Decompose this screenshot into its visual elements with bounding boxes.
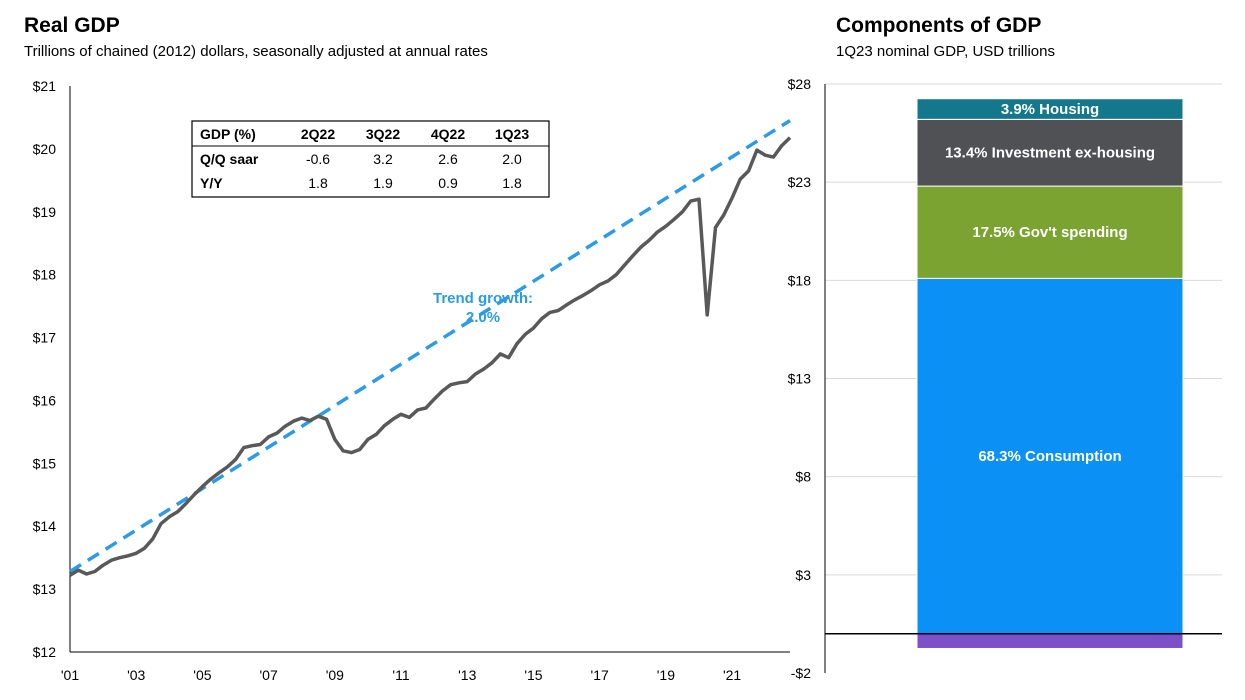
real-gdp-tick-labels: $12 $13 $14 $15 $16 $17 $18 $19 $20 $21 '01 '03 '05 '… [33, 78, 742, 683]
x-tick-label: '15 [524, 667, 542, 683]
segment-label-net-exports: -3.0% Net exports [987, 651, 1113, 668]
y-tick-label: $23 [788, 174, 812, 190]
gdp-growth-table: GDP (%) 2Q22 3Q22 4Q22 1Q23 Q/Q saar -0.… [191, 120, 550, 198]
y-tick-label: $18 [33, 267, 57, 283]
y-tick-label: $28 [788, 76, 812, 92]
table-header-3q22: 3Q22 [366, 126, 400, 142]
segment-label-consumption: 68.3% Consumption [978, 448, 1121, 465]
x-tick-label: '01 [61, 667, 79, 683]
gdp-table-border [191, 120, 550, 198]
trend-growth-label-line2: 2.0% [466, 309, 500, 326]
x-tick-label: '21 [723, 667, 741, 683]
table-row-yy-label: Y/Y [200, 175, 223, 191]
y-tick-label: $15 [33, 455, 57, 471]
table-row-yy-2q22: 1.8 [308, 175, 328, 191]
bar-segment-investment-ex-housing [916, 118, 1184, 187]
y-tick-label: $13 [788, 371, 812, 387]
table-row-qq-3q22: 3.2 [373, 151, 393, 167]
x-tick-label: '11 [392, 667, 409, 683]
x-tick-label: '13 [458, 667, 476, 683]
y-tick-label: $17 [33, 330, 57, 346]
table-row-qq-4q22: 2.6 [438, 151, 458, 167]
right-chart-title: Components of GDP [836, 14, 1042, 37]
table-row-yy-4q22: 0.9 [438, 175, 458, 191]
y-tick-label: $19 [33, 204, 57, 220]
table-row-qq-2q22: -0.6 [306, 151, 330, 167]
y-tick-label: $3 [795, 567, 811, 583]
table-header-2q22: 2Q22 [301, 126, 335, 142]
y-tick-label: $14 [33, 518, 57, 534]
table-header-label: GDP (%) [200, 126, 256, 142]
y-tick-label: $13 [33, 581, 57, 597]
trend-growth-label-line1: Trend growth: [433, 290, 533, 307]
x-tick-label: '17 [591, 667, 609, 683]
table-header-1q23: 1Q23 [495, 126, 529, 142]
y-tick-label: $16 [33, 392, 57, 408]
y-tick-label: $18 [788, 272, 812, 288]
bar-segment-govt-spending [916, 185, 1184, 279]
table-row-yy-3q22: 1.9 [373, 175, 393, 191]
x-tick-label: '03 [127, 667, 145, 683]
table-row-qq-label: Q/Q saar [200, 151, 259, 167]
y-tick-label: $12 [33, 644, 57, 660]
table-row-qq-1q23: 2.0 [502, 151, 522, 167]
segment-label-housing: 3.9% Housing [1001, 101, 1099, 118]
x-tick-label: '09 [326, 667, 344, 683]
left-chart-title: Real GDP [24, 14, 120, 37]
segment-label-investment-ex-housing: 13.4% Investment ex-housing [945, 145, 1155, 162]
y-tick-label: $21 [33, 78, 57, 94]
y-tick-label: $20 [33, 141, 57, 157]
left-chart-subtitle: Trillions of chained (2012) dollars, sea… [24, 43, 488, 60]
real-gdp-series [69, 119, 792, 577]
table-header-4q22: 4Q22 [431, 126, 465, 142]
components-stacked-bar: 68.3% Consumption 17.5% Gov't spending 13.… [916, 98, 1184, 668]
segment-label-govt-spending: 17.5% Gov't spending [972, 224, 1127, 241]
trend-growth-line [69, 119, 791, 573]
bar-segment-housing [916, 98, 1184, 120]
y-tick-label: $8 [795, 469, 811, 485]
real-gdp-line [69, 136, 792, 577]
real-gdp-axes [69, 86, 790, 653]
x-tick-label: '19 [657, 667, 675, 683]
x-tick-label: '07 [259, 667, 277, 683]
components-axes [824, 84, 1222, 673]
components-tick-labels: -$2 $3 $8 $13 $18 $23 $28 [788, 76, 812, 681]
right-chart-subtitle: 1Q23 nominal GDP, USD trillions [836, 43, 1055, 60]
x-tick-label: '05 [193, 667, 211, 683]
y-tick-label: -$2 [791, 665, 811, 681]
bar-segment-net-exports [916, 633, 1184, 649]
table-row-yy-1q23: 1.8 [502, 175, 522, 191]
